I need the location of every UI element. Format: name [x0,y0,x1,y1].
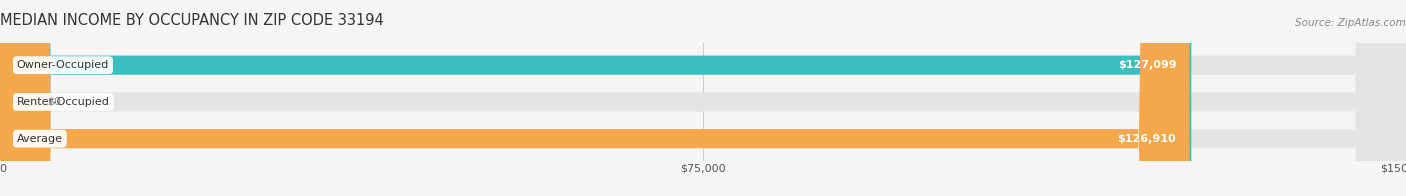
Text: $0: $0 [46,97,60,107]
Text: $127,099: $127,099 [1119,60,1177,70]
FancyBboxPatch shape [0,0,1191,196]
Text: Owner-Occupied: Owner-Occupied [17,60,110,70]
Text: MEDIAN INCOME BY OCCUPANCY IN ZIP CODE 33194: MEDIAN INCOME BY OCCUPANCY IN ZIP CODE 3… [0,13,384,28]
FancyBboxPatch shape [0,0,1189,196]
Text: $126,910: $126,910 [1116,134,1175,144]
Text: Average: Average [17,134,63,144]
Text: Source: ZipAtlas.com: Source: ZipAtlas.com [1295,18,1406,28]
FancyBboxPatch shape [0,0,52,196]
Text: Renter-Occupied: Renter-Occupied [17,97,110,107]
